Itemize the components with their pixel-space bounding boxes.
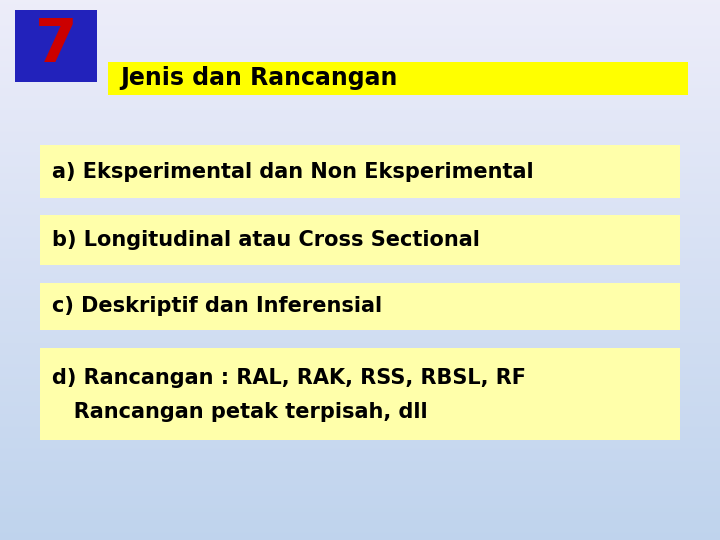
Text: Rancangan petak terpisah, dll: Rancangan petak terpisah, dll: [52, 402, 428, 422]
FancyBboxPatch shape: [40, 348, 680, 440]
Text: d) Rancangan : RAL, RAK, RSS, RBSL, RF: d) Rancangan : RAL, RAK, RSS, RBSL, RF: [52, 368, 526, 388]
FancyBboxPatch shape: [15, 10, 97, 82]
FancyBboxPatch shape: [40, 145, 680, 198]
FancyBboxPatch shape: [40, 215, 680, 265]
FancyBboxPatch shape: [108, 62, 688, 95]
Text: 7: 7: [35, 17, 77, 76]
Text: c) Deskriptif dan Inferensial: c) Deskriptif dan Inferensial: [52, 296, 382, 316]
Text: Jenis dan Rancangan: Jenis dan Rancangan: [120, 66, 397, 91]
Text: a) Eksperimental dan Non Eksperimental: a) Eksperimental dan Non Eksperimental: [52, 161, 534, 181]
FancyBboxPatch shape: [40, 283, 680, 330]
Text: b) Longitudinal atau Cross Sectional: b) Longitudinal atau Cross Sectional: [52, 230, 480, 250]
